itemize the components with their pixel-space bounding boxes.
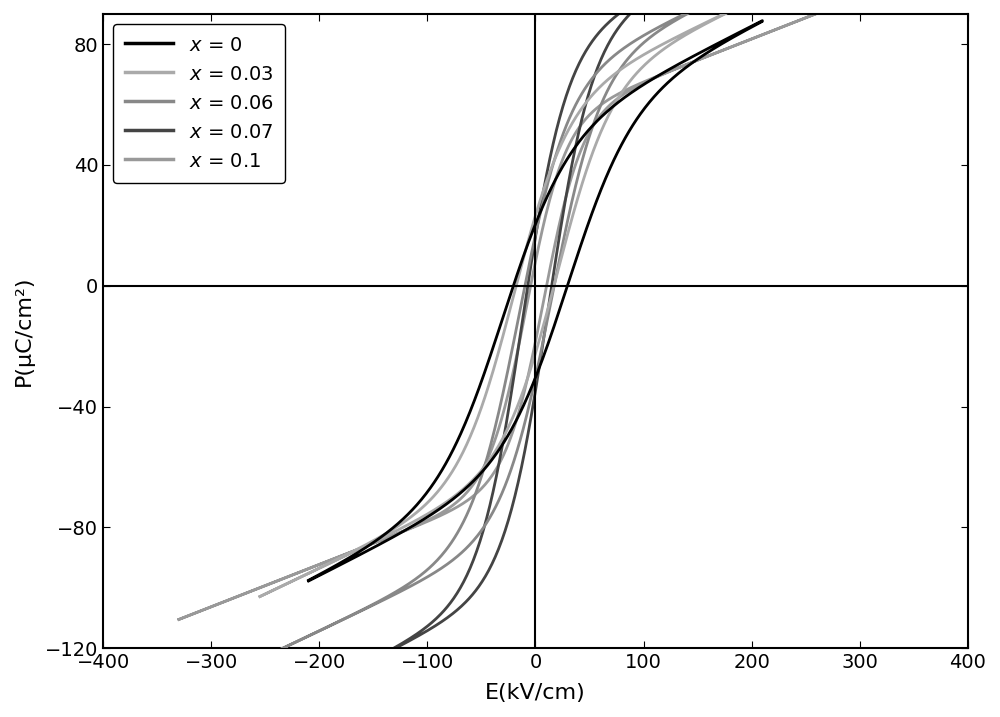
X-axis label: E(kV/cm): E(kV/cm) (485, 683, 586, 703)
Legend: $x$ = 0, $x$ = 0.03, $x$ = 0.06, $x$ = 0.07, $x$ = 0.1: $x$ = 0, $x$ = 0.03, $x$ = 0.06, $x$ = 0… (113, 24, 285, 183)
Y-axis label: P(μC/cm²): P(μC/cm²) (14, 276, 34, 386)
